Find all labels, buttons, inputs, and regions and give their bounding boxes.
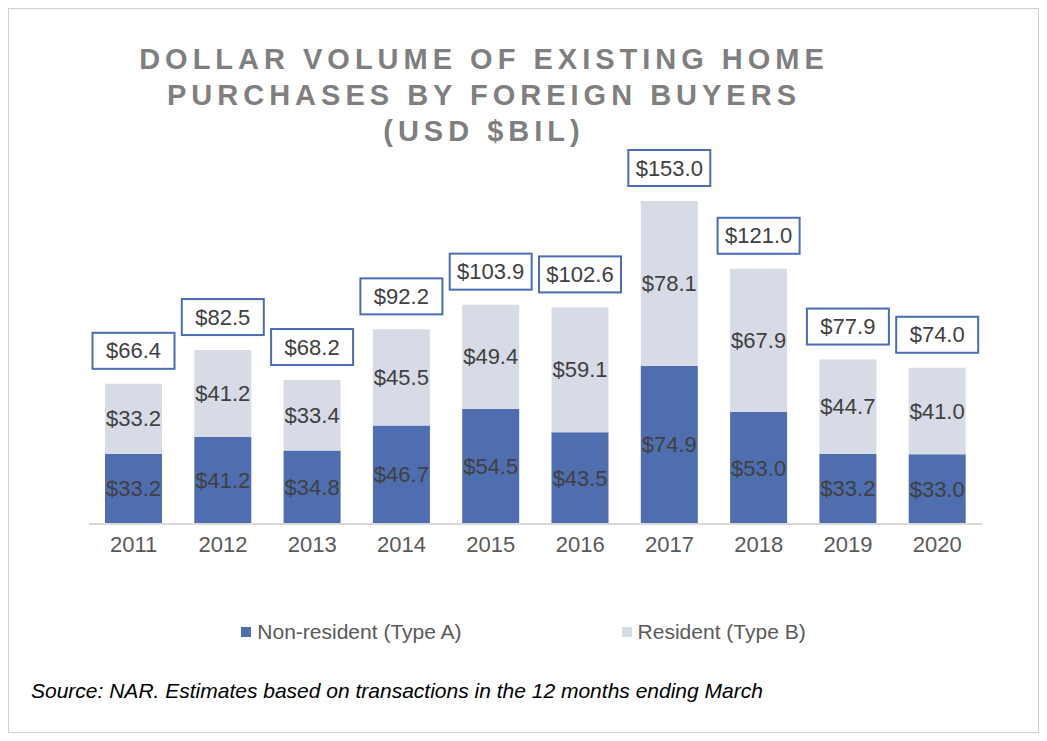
html-text:Non-resident (Type A): Non-resident (Type A): [257, 620, 462, 643]
svg-text:$121.0: $121.0: [725, 223, 792, 248]
svg-text:$68.2: $68.2: [285, 335, 340, 360]
svg-text:$44.7: $44.7: [820, 394, 875, 419]
svg-text:$54.5: $54.5: [463, 454, 518, 479]
svg-text:$77.9: $77.9: [820, 314, 875, 339]
svg-text:$102.6: $102.6: [546, 262, 613, 287]
svg-text:2016: 2016: [556, 532, 605, 557]
svg-text:2014: 2014: [377, 532, 426, 557]
svg-text:$46.7: $46.7: [374, 462, 429, 487]
svg-text:$43.5: $43.5: [552, 466, 607, 491]
svg-text:$53.0: $53.0: [731, 456, 786, 481]
svg-text:$49.4: $49.4: [463, 344, 518, 369]
svg-text:$33.2: $33.2: [820, 476, 875, 501]
svg-text:2018: 2018: [734, 532, 783, 557]
svg-text:$33.2: $33.2: [106, 476, 161, 501]
svg-text:$74.9: $74.9: [642, 432, 697, 457]
html-text:Source: NAR. Estimates based o: Source: NAR. Estimates based on transact…: [31, 679, 763, 702]
svg-text:$66.4: $66.4: [106, 338, 161, 363]
html-text:DOLLAR VOLUME OF EXISTING HOME: DOLLAR VOLUME OF EXISTING HOME PURCHASES…: [139, 43, 829, 147]
svg-text:$41.2: $41.2: [195, 468, 250, 493]
svg-text:2015: 2015: [466, 532, 515, 557]
svg-text:2011: 2011: [110, 532, 157, 557]
svg-text:$59.1: $59.1: [552, 357, 607, 382]
svg-text:$33.4: $33.4: [285, 403, 340, 428]
svg-text:$33.0: $33.0: [910, 477, 965, 502]
svg-text:$103.9: $103.9: [457, 259, 524, 284]
svg-text:2017: 2017: [645, 532, 694, 557]
svg-text:$74.0: $74.0: [910, 322, 965, 347]
svg-text:$33.2: $33.2: [106, 406, 161, 431]
svg-text:$41.2: $41.2: [195, 381, 250, 406]
svg-text:2013: 2013: [288, 532, 337, 557]
svg-text:$153.0: $153.0: [636, 156, 703, 181]
svg-text:2012: 2012: [198, 532, 247, 557]
svg-text:$41.0: $41.0: [910, 399, 965, 424]
svg-text:$82.5: $82.5: [195, 305, 250, 330]
svg-text:2019: 2019: [824, 532, 873, 557]
svg-text:2020: 2020: [913, 532, 962, 557]
svg-text:$45.5: $45.5: [374, 365, 429, 390]
svg-text:$67.9: $67.9: [731, 328, 786, 353]
html-text:Resident (Type B): Resident (Type B): [637, 620, 806, 643]
svg-text:$78.1: $78.1: [642, 271, 697, 296]
svg-text:$34.8: $34.8: [285, 475, 340, 500]
svg-text:$92.2: $92.2: [374, 284, 429, 309]
